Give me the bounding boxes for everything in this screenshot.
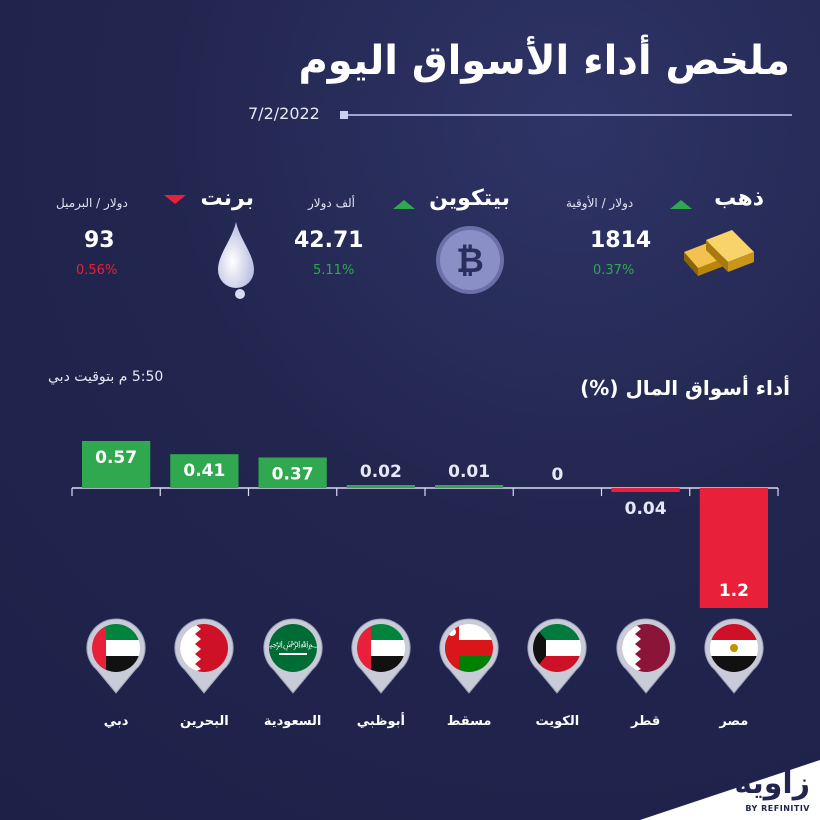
data-label: 0.01	[448, 462, 490, 482]
market-pin-6	[615, 617, 677, 701]
bar-قطر	[611, 488, 680, 492]
market-name: البحرين	[180, 714, 229, 729]
bar-مصر	[699, 488, 768, 608]
brent-unit: دولار / البرميل	[56, 196, 128, 210]
egypt-flag-icon	[704, 618, 764, 694]
market-name: دبي	[103, 714, 129, 729]
market-performance-chart: 0.57 0.41 0.37 0.02 0.01 0 0.04 1.2	[71, 441, 779, 608]
data-label: 0.57	[95, 448, 137, 468]
bitcoin-name: بيتكوين	[429, 186, 510, 211]
market-pin-2: ﷽	[262, 617, 324, 701]
timestamp: 5:50 م بتوقيت دبي	[48, 369, 164, 385]
market-pin-0	[85, 617, 147, 701]
market-name: مصر	[719, 714, 749, 729]
data-label: 0.41	[183, 461, 225, 481]
gold-value: 1814	[590, 228, 652, 253]
bar-البحرين	[170, 454, 239, 488]
report-date: 7/2/2022	[248, 104, 320, 123]
data-label: 0.02	[360, 462, 402, 482]
uae-flag-icon	[351, 618, 411, 694]
market-name: أبوظبي	[356, 714, 405, 729]
page-title: ملخص أداء الأسواق اليوم	[298, 38, 790, 84]
data-label: 1.2	[719, 581, 749, 601]
uae-flag-icon	[86, 618, 146, 694]
oil-drop-icon	[218, 222, 254, 299]
logo-text: زاوية	[734, 766, 810, 801]
brent-value: 93	[84, 228, 115, 253]
bitcoin-change: 5.11%	[313, 263, 355, 278]
bar-مسقط	[435, 485, 504, 488]
brent-change: 0.56%	[76, 263, 118, 278]
market-name: الكويت	[535, 714, 580, 729]
svg-text:﷽: ﷽	[262, 640, 324, 651]
kuwait-flag-icon	[527, 618, 587, 694]
date-divider	[348, 114, 792, 116]
svg-text:₿: ₿	[456, 241, 484, 281]
brent-down-arrow-icon	[164, 195, 186, 204]
brent-name: برنت	[200, 186, 255, 211]
bitcoin-unit: ألف دولار	[308, 196, 356, 210]
bitcoin-up-arrow-icon	[393, 200, 415, 209]
gold-change: 0.37%	[593, 263, 635, 278]
chart-title: أداء أسواق المال (%)	[580, 376, 790, 400]
oman-flag-icon	[439, 618, 499, 694]
logo-subtext: BY REFINITIV	[745, 804, 810, 813]
market-pin-4	[438, 617, 500, 701]
gold-name: ذهب	[714, 186, 764, 211]
market-name: السعودية	[263, 714, 322, 729]
market-pin-3	[350, 617, 412, 701]
market-pin-5	[526, 617, 588, 701]
logo-banner	[640, 760, 820, 820]
bar-السعودية	[258, 457, 327, 488]
bitcoin-icon: ₿	[436, 226, 504, 294]
data-label: 0.04	[625, 499, 667, 519]
market-name: قطر	[630, 714, 661, 729]
saudi-flag-icon: ﷽	[262, 618, 324, 694]
market-pin-7	[703, 617, 765, 701]
data-label: 0.37	[272, 464, 314, 484]
gold-up-arrow-icon	[670, 200, 692, 209]
date-marker	[340, 111, 348, 119]
data-label: 0	[551, 465, 563, 485]
gold-bars-icon	[684, 230, 754, 276]
market-name: مسقط	[446, 714, 492, 729]
qatar-flag-icon	[616, 618, 676, 694]
bar-دبي	[82, 441, 151, 488]
market-pin-1	[173, 617, 235, 701]
bitcoin-value: 42.71	[294, 228, 364, 253]
bahrain-flag-icon	[174, 618, 234, 694]
bar-أبوظبي	[346, 485, 415, 488]
gold-unit: دولار / الأوقية	[566, 196, 634, 210]
